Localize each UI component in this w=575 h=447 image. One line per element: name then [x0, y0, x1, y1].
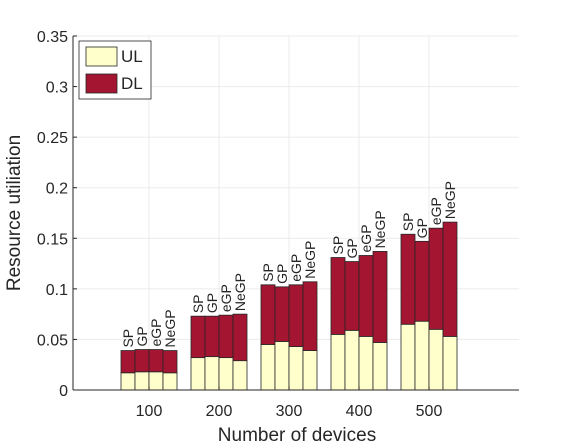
bar-method-label: GP: [204, 293, 220, 313]
axes: [72, 35, 519, 391]
bar-method-label: NeGP: [232, 273, 248, 311]
bar-segment-dl-100-SP: [120, 350, 136, 374]
bar-method-label: NeGP: [372, 210, 388, 248]
bar-segment-ul-200-GP: [204, 356, 220, 391]
bar-segment-dl-200-NeGP: [232, 313, 248, 362]
bar-method-label: GP: [274, 264, 290, 284]
bar-method-label: eGP: [148, 319, 164, 347]
bar-method-label: eGP: [288, 254, 304, 282]
bar-method-label: SP: [400, 213, 416, 232]
bar-segment-dl-300-eGP: [288, 284, 304, 347]
bar-segment-dl-300-GP: [274, 286, 290, 342]
bar-segment-dl-500-NeGP: [442, 221, 458, 337]
x-tick-label: 200: [206, 403, 233, 420]
bar-segment-dl-100-eGP: [148, 349, 164, 373]
bar-segment-ul-200-NeGP: [232, 360, 248, 391]
bar-segment-ul-100-SP: [120, 372, 136, 391]
bar-segment-ul-300-eGP: [288, 346, 304, 391]
bar-segment-dl-200-GP: [204, 315, 220, 358]
bar-method-label: GP: [134, 326, 150, 346]
bar-segment-ul-400-SP: [330, 333, 346, 391]
bar-segment-ul-400-eGP: [358, 335, 374, 391]
bar-segment-dl-200-SP: [190, 315, 206, 359]
bar-segment-ul-300-GP: [274, 341, 290, 391]
y-tick-label: 0.35: [37, 29, 68, 46]
bar-segment-ul-300-NeGP: [302, 350, 318, 391]
bar-segment-ul-100-GP: [134, 371, 150, 391]
bar-segment-ul-500-eGP: [428, 328, 444, 391]
bar-method-label: eGP: [358, 224, 374, 252]
bar-segment-ul-300-SP: [260, 344, 276, 391]
bar-segment-ul-200-SP: [190, 357, 206, 391]
legend-swatch-dl: [85, 73, 118, 94]
bar-segment-dl-400-SP: [330, 257, 346, 335]
y-tick-label: 0.2: [46, 181, 68, 198]
legend-label-dl: DL: [121, 74, 143, 93]
x-tick-label: 300: [276, 403, 303, 420]
bar-segment-dl-400-eGP: [358, 255, 374, 337]
bar-segment-dl-400-NeGP: [372, 251, 388, 343]
bar-method-label: SP: [260, 263, 276, 282]
bar-method-label: SP: [330, 236, 346, 255]
x-tick-label: 500: [416, 403, 443, 420]
bar-segment-ul-500-NeGP: [442, 335, 458, 391]
bar-segment-dl-500-GP: [414, 240, 430, 322]
bar-segment-dl-500-eGP: [428, 227, 444, 330]
bar-method-label: SP: [120, 329, 136, 348]
y-tick-label: 0.05: [37, 332, 68, 349]
bar-method-label: eGP: [428, 197, 444, 225]
bar-segment-ul-400-NeGP: [372, 342, 388, 391]
bar-segment-dl-300-SP: [260, 284, 276, 345]
y-tick-label: 0.1: [46, 282, 68, 299]
legend-swatch-ul: [85, 46, 118, 67]
y-tick-label: 0: [59, 383, 68, 400]
bar-method-label: NeGP: [162, 309, 178, 347]
legend: UL DL: [78, 40, 152, 100]
bar-method-label: eGP: [218, 284, 234, 312]
x-tick-label: 400: [346, 403, 373, 420]
bar-segment-ul-100-eGP: [148, 371, 164, 391]
y-tick-label: 0.15: [37, 231, 68, 248]
bar-segment-ul-200-eGP: [218, 357, 234, 391]
bar-segment-dl-500-SP: [400, 233, 416, 325]
bar-segment-dl-100-GP: [134, 349, 150, 373]
legend-label-ul: UL: [121, 47, 143, 66]
x-axis-label: Number of devices: [218, 425, 376, 446]
x-tick-label: 100: [136, 403, 163, 420]
bar-segment-ul-100-NeGP: [162, 372, 178, 391]
y-tick-label: 0.25: [37, 130, 68, 147]
bar-segment-dl-400-GP: [344, 261, 360, 331]
tick-labels: 0 0.05 0.1 0.15 0.2 0.25 0.3 0.35 100 200 300 400 50…: [37, 29, 443, 420]
bar-method-label: NeGP: [302, 241, 318, 279]
bar-segment-dl-300-NeGP: [302, 281, 318, 351]
bar-method-label: NeGP: [442, 181, 458, 219]
bar-method-label: SP: [190, 294, 206, 313]
bar-segment-ul-400-GP: [344, 329, 360, 391]
y-axis-label: Resource utiliation: [4, 135, 25, 291]
bar-segment-dl-100-NeGP: [162, 350, 178, 374]
bars: [120, 221, 458, 391]
bar-method-label: GP: [344, 238, 360, 258]
bar-segment-ul-500-GP: [414, 320, 430, 391]
bar-segment-ul-500-SP: [400, 323, 416, 391]
y-tick-label: 0.3: [46, 80, 68, 97]
bar-method-label: GP: [414, 218, 430, 238]
bar-segment-dl-200-eGP: [218, 314, 234, 359]
